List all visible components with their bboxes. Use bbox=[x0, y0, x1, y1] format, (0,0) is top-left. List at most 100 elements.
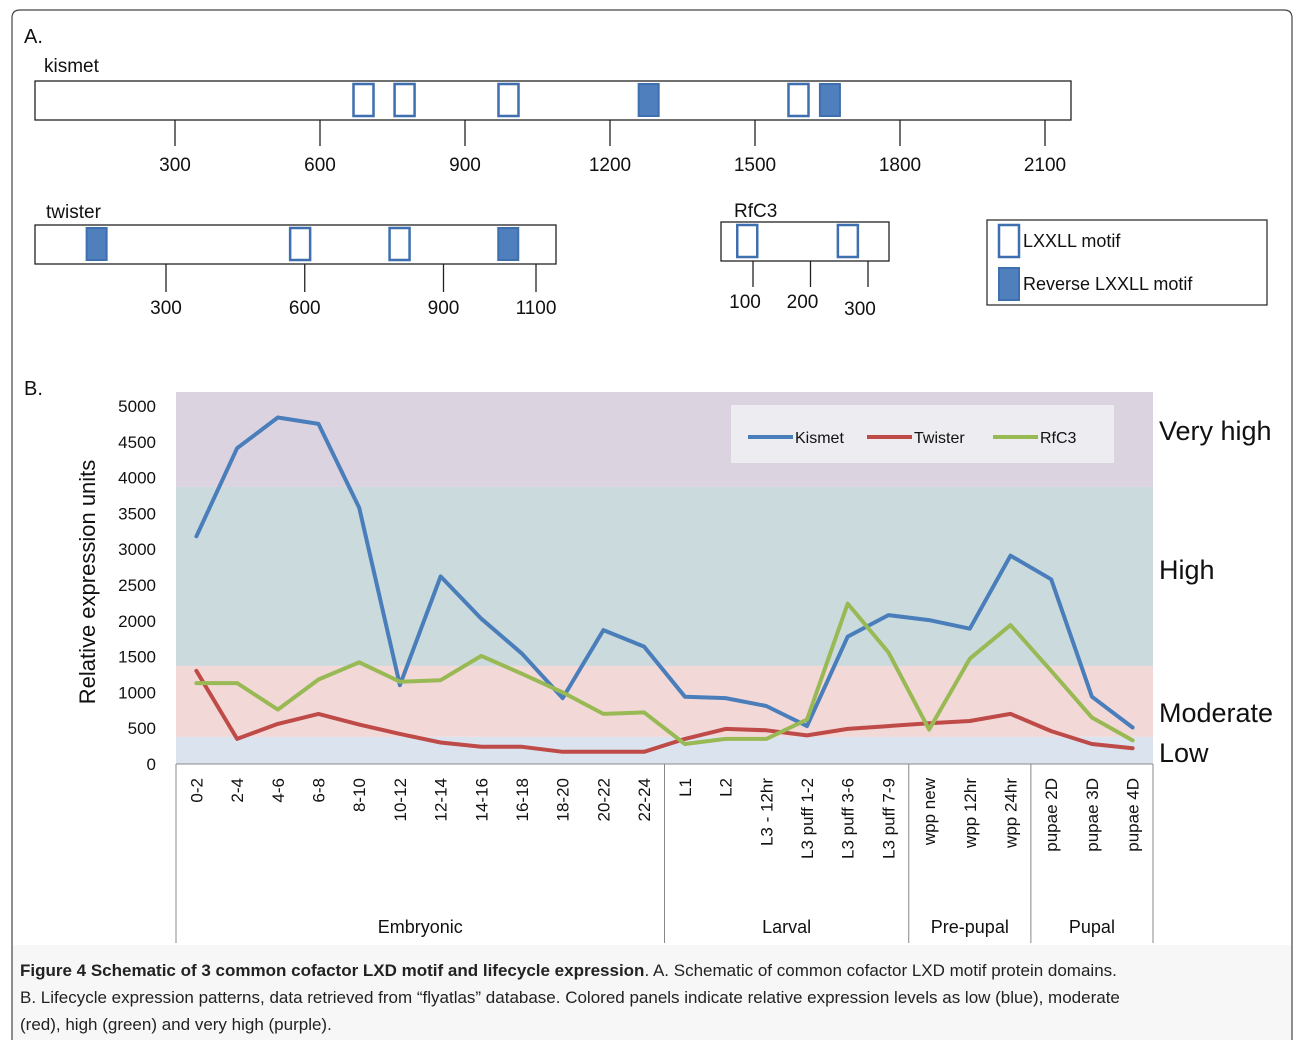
lxxll-motif bbox=[388, 226, 411, 262]
panel-a-label: A. bbox=[24, 26, 43, 48]
legend-label-kismet: Kismet bbox=[795, 430, 844, 447]
y-tick-label: 5000 bbox=[118, 397, 156, 416]
x-tick-label: L3 - 12hr bbox=[757, 778, 776, 846]
x-tick-label: 8-10 bbox=[350, 778, 369, 812]
lxxll-motif bbox=[393, 82, 416, 118]
x-tick-label: 22-24 bbox=[635, 778, 654, 821]
band-moderate bbox=[176, 665, 1153, 737]
group-label-embryonic: Embryonic bbox=[378, 917, 463, 937]
y-tick-label: 3500 bbox=[118, 504, 156, 523]
x-tick-label: wpp 24hr bbox=[1002, 778, 1021, 849]
lxxll-motif bbox=[787, 82, 810, 118]
y-tick-label: 0 bbox=[147, 755, 156, 774]
scale-tick-label: 300 bbox=[150, 298, 182, 319]
caption-line-3: (red), high (green) and very high (purpl… bbox=[20, 1015, 332, 1034]
y-tick-label: 3000 bbox=[118, 540, 156, 559]
x-tick-label: 2-4 bbox=[228, 778, 247, 803]
scale-tick-label: 600 bbox=[304, 155, 336, 176]
y-tick-label: 4500 bbox=[118, 433, 156, 452]
band-low bbox=[176, 736, 1153, 764]
x-tick-label: L3 puff 1-2 bbox=[798, 778, 817, 859]
protein-name-rfc3: RfC3 bbox=[734, 201, 777, 222]
panel-b-label: B. bbox=[24, 378, 43, 400]
x-tick-label: 6-8 bbox=[309, 778, 328, 803]
x-tick-label: wpp new bbox=[920, 777, 939, 846]
caption-box bbox=[13, 945, 1291, 1040]
x-tick-label: 14-16 bbox=[472, 778, 491, 821]
reverse-lxxll-motif-swatch bbox=[998, 267, 1020, 301]
reverse-lxxll-motif bbox=[85, 227, 108, 261]
legend-label-twister: Twister bbox=[914, 430, 965, 447]
scale-tick-label: 600 bbox=[289, 298, 321, 319]
scale-tick-label: 300 bbox=[844, 299, 876, 320]
x-tick-label: 12-14 bbox=[432, 778, 451, 821]
y-tick-label: 2000 bbox=[118, 612, 156, 631]
band-label-high: High bbox=[1159, 555, 1215, 585]
lxxll-motif bbox=[736, 223, 759, 259]
series-line-kismet bbox=[194, 415, 1135, 730]
protein-twister: twister 300 600 900 1100 bbox=[34, 202, 557, 319]
motif-legend-box bbox=[986, 219, 1268, 306]
x-tick-label: pupae 3D bbox=[1083, 778, 1102, 852]
y-tick-label: 500 bbox=[128, 719, 156, 738]
scale-tick-label: 1800 bbox=[879, 155, 921, 176]
motif-legend: LXXLL motif Reverse LXXLL motif bbox=[986, 219, 1268, 306]
protein-rfc3: RfC3 100 200 300 bbox=[720, 201, 890, 320]
scale-tick-label: 2100 bbox=[1024, 155, 1066, 176]
series-line-rfc3 bbox=[194, 601, 1135, 746]
x-tick-label: 4-6 bbox=[269, 778, 288, 803]
protein-name-kismet: kismet bbox=[44, 56, 100, 77]
legend-reverse-label: Reverse LXXLL motif bbox=[1023, 274, 1193, 294]
x-tick-label: L3 puff 7-9 bbox=[879, 778, 898, 859]
x-tick-label: 10-12 bbox=[391, 778, 410, 821]
caption-title: Figure 4 Schematic of 3 common cofactor … bbox=[20, 961, 644, 980]
x-tick-label: 20-22 bbox=[594, 778, 613, 821]
legend-label-rfc3: RfC3 bbox=[1040, 430, 1077, 447]
legend-lxxll-label: LXXLL motif bbox=[1023, 231, 1121, 251]
lxxll-motif bbox=[497, 82, 520, 118]
y-tick-label: 1500 bbox=[118, 648, 156, 667]
x-tick-label: L2 bbox=[717, 778, 736, 797]
scale-tick-label: 1500 bbox=[734, 155, 776, 176]
y-axis: 0 500 1000 1500 2000 2500 3000 3500 4000 4500 5000 bbox=[118, 397, 156, 774]
protein-name-twister: twister bbox=[46, 202, 102, 223]
x-tick-label: 16-18 bbox=[513, 778, 532, 821]
band-label-moderate: Moderate bbox=[1159, 698, 1273, 728]
y-tick-label: 4000 bbox=[118, 469, 156, 488]
caption-line-1-rest: . A. Schematic of common cofactor LXD mo… bbox=[644, 961, 1116, 980]
group-label-pre-pupal: Pre-pupal bbox=[931, 917, 1009, 937]
x-tick-label: L3 puff 3-6 bbox=[839, 778, 858, 859]
scale-tick-label: 900 bbox=[449, 155, 481, 176]
band-label-low: Low bbox=[1159, 738, 1209, 768]
scale-tick-label: 300 bbox=[159, 155, 191, 176]
scale-tick-label: 100 bbox=[729, 292, 761, 313]
figure-frame bbox=[11, 9, 1293, 1040]
panel-a: A. kismet 300 600 900 1200 1500 1800 2100 twis… bbox=[24, 26, 1268, 320]
lxxll-motif bbox=[836, 223, 860, 259]
lxxll-motif-swatch bbox=[997, 223, 1021, 259]
protein-bar-kismet bbox=[34, 80, 1072, 121]
band-high bbox=[176, 486, 1153, 666]
x-tick-label: wpp 12hr bbox=[961, 778, 980, 849]
y-tick-label: 1000 bbox=[118, 683, 156, 702]
y-tick-label: 2500 bbox=[118, 576, 156, 595]
chart-legend: Kismet Twister RfC3 bbox=[731, 405, 1114, 463]
reverse-lxxll-motif bbox=[637, 83, 660, 117]
panel-b: B. Low Moderate High Very high 0 500 1000 1500… bbox=[24, 378, 1273, 943]
band-label-very-high: Very high bbox=[1159, 416, 1272, 446]
caption-line-2: B. Lifecycle expression patterns, data r… bbox=[20, 988, 1120, 1007]
x-tick-label: 0-2 bbox=[187, 778, 206, 803]
scale-tick-label: 900 bbox=[428, 298, 460, 319]
scale-tick-label: 200 bbox=[787, 292, 819, 313]
scale-tick-label: 1100 bbox=[516, 298, 557, 319]
reverse-lxxll-motif bbox=[818, 83, 841, 117]
x-axis: 0-2 2-4 4-6 6-8 8-10 10-12 12-14 14-16 16-18 18-2… bbox=[175, 763, 1154, 943]
reverse-lxxll-motif bbox=[497, 227, 520, 261]
scale-tick-label: 1200 bbox=[589, 155, 631, 176]
lxxll-motif bbox=[352, 82, 375, 118]
group-label-pupal: Pupal bbox=[1069, 917, 1115, 937]
series-line-twister bbox=[194, 668, 1135, 754]
series-lines bbox=[194, 415, 1135, 754]
x-tick-label: L1 bbox=[676, 778, 695, 797]
